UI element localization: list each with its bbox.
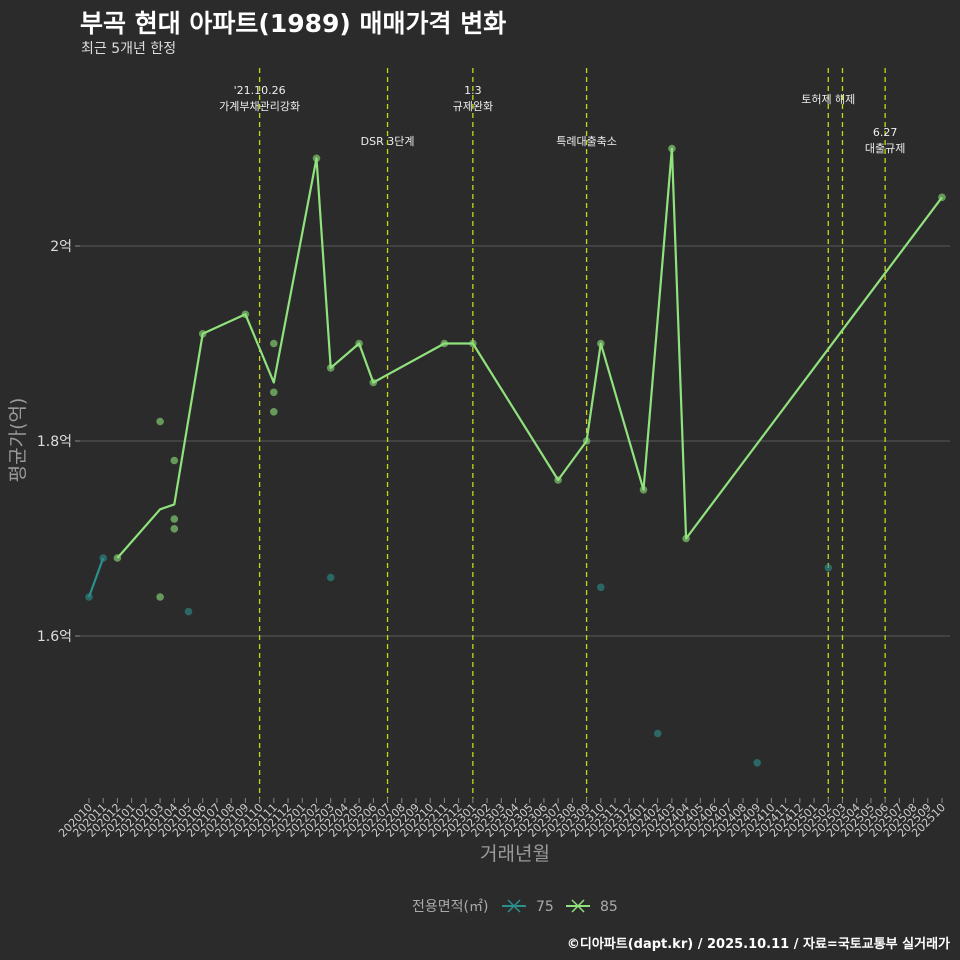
data-point-85 bbox=[270, 339, 278, 348]
data-point-85 bbox=[682, 534, 690, 543]
data-point-85 bbox=[113, 554, 122, 562]
data-point-85 bbox=[369, 378, 378, 387]
series-layer bbox=[85, 144, 946, 767]
chart-subtitle: 최근 5개년 한정 bbox=[81, 41, 177, 57]
event-annotation: 가계부채관리강화 bbox=[219, 100, 300, 113]
data-point-85 bbox=[170, 515, 179, 523]
event-annotation: '21.10.26 bbox=[234, 84, 286, 97]
data-point-85 bbox=[170, 456, 179, 465]
data-point-85 bbox=[554, 476, 562, 484]
data-point-75 bbox=[753, 759, 761, 767]
series-85 bbox=[113, 144, 946, 601]
data-point-75 bbox=[85, 593, 93, 601]
data-point-85 bbox=[270, 388, 278, 397]
event-annotation: 1.3 bbox=[464, 84, 482, 97]
legend-label-75: 75 bbox=[536, 899, 554, 915]
x-axis-title: 거래년월 bbox=[480, 843, 550, 865]
data-point-85 bbox=[597, 339, 605, 348]
event-annotation: DSR 3단계 bbox=[361, 135, 415, 148]
grid-lines bbox=[80, 245, 950, 637]
series-line-75 bbox=[87, 557, 105, 598]
legend-item-85: 85 bbox=[566, 899, 618, 915]
event-annotation: 토허제 해제 bbox=[801, 92, 855, 106]
source-caption: ©디아파트(dapt.kr) / 2025.10.11 / 자료=국토교통부 실… bbox=[566, 937, 950, 952]
y-axis-title: 평균가(억) bbox=[7, 398, 29, 483]
data-point-85 bbox=[198, 330, 207, 338]
data-point-85 bbox=[938, 193, 946, 202]
data-point-85 bbox=[241, 310, 250, 319]
data-point-85 bbox=[469, 339, 477, 348]
data-point-75 bbox=[653, 729, 662, 738]
y-tick-label: 2억 bbox=[50, 239, 72, 255]
data-point-85 bbox=[582, 437, 591, 445]
data-point-85 bbox=[440, 339, 449, 348]
legend: 전용면적(㎡) 75 85 bbox=[412, 899, 618, 915]
legend-item-75: 75 bbox=[502, 899, 554, 915]
data-point-85 bbox=[639, 486, 648, 494]
legend-label-85: 85 bbox=[600, 899, 618, 915]
x-axis-ticks: 2020102020112020122021012021022021032021… bbox=[56, 798, 948, 840]
data-point-75 bbox=[326, 573, 335, 582]
chart-title: 부곡 현대 아파트(1989) 매매가격 변화 bbox=[80, 9, 507, 38]
data-point-85 bbox=[170, 525, 179, 533]
series-75 bbox=[85, 554, 833, 767]
data-point-85 bbox=[326, 364, 335, 372]
y-axis-ticks: 1.6억 1.8억 2억 bbox=[37, 239, 80, 645]
event-annotation: 규제완화 bbox=[453, 100, 493, 113]
event-annotation: 대출규제 bbox=[865, 142, 905, 155]
data-point-85 bbox=[355, 339, 363, 348]
data-point-85 bbox=[270, 408, 278, 416]
y-tick-label: 1.6억 bbox=[37, 629, 72, 645]
data-point-85 bbox=[312, 154, 321, 163]
data-point-85 bbox=[668, 144, 676, 153]
series-line-85 bbox=[116, 147, 943, 559]
legend-title: 전용면적(㎡) bbox=[412, 899, 488, 915]
data-point-75 bbox=[99, 554, 107, 562]
event-annotation: 6.27 bbox=[873, 126, 898, 139]
data-point-75 bbox=[184, 607, 193, 616]
data-point-75 bbox=[597, 583, 605, 592]
data-point-85 bbox=[156, 417, 164, 426]
event-annotation: 특례대출축소 bbox=[556, 135, 617, 148]
y-tick-label: 1.8억 bbox=[37, 434, 72, 450]
data-point-85 bbox=[156, 593, 164, 601]
data-point-75 bbox=[824, 564, 833, 572]
